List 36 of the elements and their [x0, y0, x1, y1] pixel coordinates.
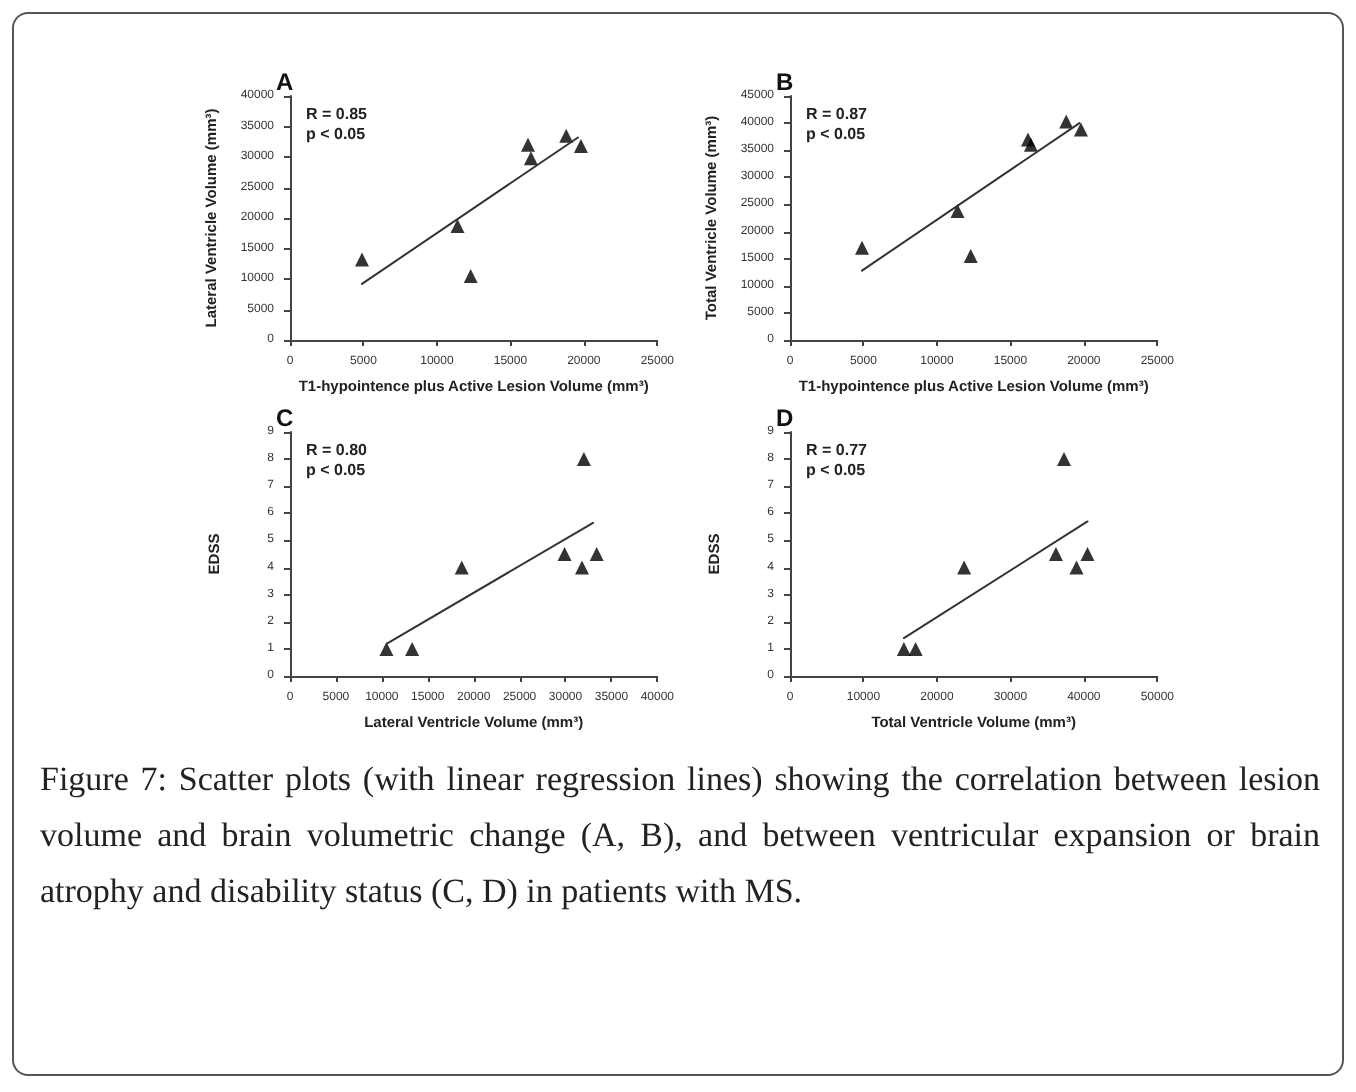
point	[1069, 560, 1084, 575]
point	[523, 151, 538, 166]
chart-title: C	[276, 404, 294, 432]
point	[557, 547, 572, 561]
point	[1073, 122, 1088, 137]
caption: Figure 7: Scatter plots (with linear regression lines) showing the correlation between lesion volume and brain volumetric change (A, B), and between ventricular expansion or brain atrophy and disability status (C, D) in patients with MS.	[40, 758, 1320, 914]
point	[589, 547, 604, 561]
point	[559, 128, 574, 143]
point	[1059, 114, 1074, 129]
point	[450, 218, 465, 233]
point	[957, 560, 972, 575]
point	[1023, 137, 1038, 152]
annotation: R = 0.87 p < 0.05	[806, 105, 869, 143]
point	[950, 203, 965, 218]
point	[896, 641, 911, 656]
annotation: R = 0.77 p < 0.05	[806, 441, 869, 479]
point	[354, 252, 369, 267]
annotation: R = 0.80 p < 0.05	[306, 441, 369, 479]
point	[1048, 547, 1063, 561]
point	[454, 560, 469, 575]
point	[1080, 547, 1095, 561]
point	[908, 641, 923, 656]
point	[1057, 452, 1072, 467]
point	[463, 268, 478, 283]
point	[573, 139, 588, 154]
point	[575, 560, 590, 575]
annotation: R = 0.85 p < 0.05	[306, 105, 369, 143]
chart-title: D	[776, 404, 794, 432]
point	[405, 641, 420, 656]
point	[379, 641, 394, 656]
point	[521, 137, 536, 152]
chart-title: B	[776, 68, 794, 96]
chart-title: A	[276, 68, 294, 96]
point	[576, 452, 591, 467]
point	[963, 248, 978, 263]
point	[854, 240, 869, 255]
